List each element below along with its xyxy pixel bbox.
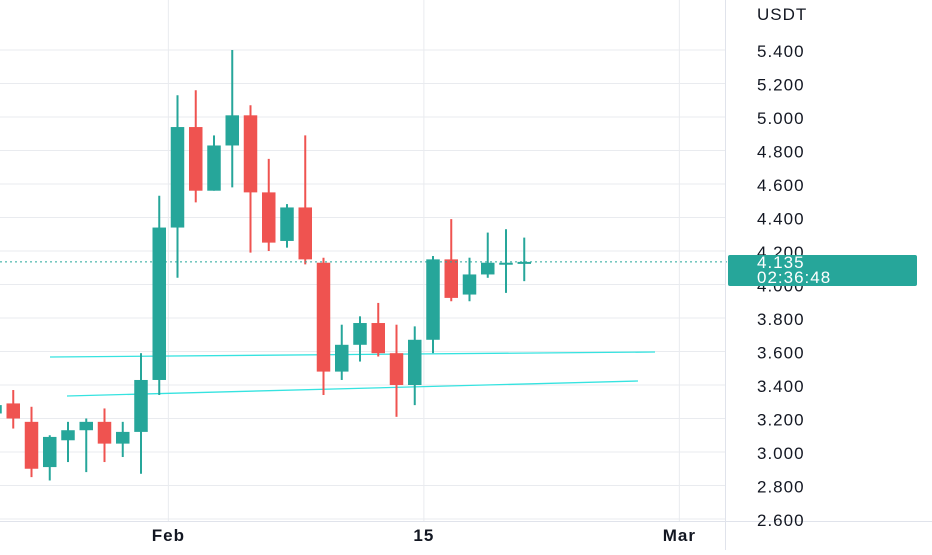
candle-body	[462, 274, 477, 295]
y-tick-label: 5.400	[757, 42, 805, 61]
candle[interactable]	[335, 324, 349, 380]
candle[interactable]	[444, 219, 459, 302]
y-tick-label: 3.800	[757, 310, 805, 329]
candle[interactable]	[6, 390, 21, 429]
candle[interactable]	[426, 256, 440, 354]
last-price-label: 4.135 02:36:48	[728, 253, 917, 287]
candle-body	[316, 262, 331, 372]
currency-label: USDT	[757, 5, 807, 24]
y-tick-label: 5.000	[757, 109, 805, 128]
candle[interactable]	[43, 435, 57, 481]
candle-body	[79, 421, 93, 431]
candle-body	[426, 259, 440, 340]
candle[interactable]	[481, 232, 495, 278]
candle-body	[280, 207, 294, 241]
candle[interactable]	[152, 195, 167, 396]
candle[interactable]	[97, 408, 112, 463]
candle[interactable]	[371, 302, 386, 357]
candle-body	[116, 431, 130, 444]
y-tick-label: 4.800	[757, 143, 805, 162]
candle[interactable]	[79, 418, 94, 473]
candle[interactable]	[262, 158, 276, 251]
candle[interactable]	[462, 257, 477, 302]
candle-body	[298, 207, 312, 260]
y-tick-label: 3.200	[757, 411, 805, 430]
candle-body	[444, 259, 458, 298]
candle-body	[408, 339, 422, 385]
trendlines	[49, 351, 656, 397]
candle[interactable]	[298, 135, 313, 265]
y-tick-label: 5.200	[757, 76, 805, 95]
candle-body	[97, 421, 112, 444]
candle-body	[389, 353, 404, 385]
candles	[0, 50, 532, 481]
candle[interactable]	[170, 95, 185, 278]
candle-body	[24, 421, 39, 469]
candle[interactable]	[517, 237, 532, 282]
price-axis[interactable]: USDT 5.4005.2005.0004.8004.6004.4004.200…	[757, 5, 807, 530]
candle[interactable]	[389, 324, 404, 417]
candle[interactable]	[61, 421, 75, 463]
gridlines	[0, 0, 725, 521]
candle-body	[225, 115, 239, 146]
y-tick-label: 4.400	[757, 210, 805, 229]
candle-body	[481, 262, 495, 275]
y-tick-label: 4.600	[757, 176, 805, 195]
candle[interactable]	[353, 316, 367, 362]
candle[interactable]	[243, 105, 258, 253]
candle[interactable]	[116, 421, 130, 458]
candle-body	[353, 323, 367, 345]
trendline-lower[interactable]	[66, 380, 639, 397]
x-tick-label: 15	[413, 526, 434, 545]
candle-body	[170, 127, 185, 228]
candle[interactable]	[134, 353, 148, 474]
time-axis[interactable]: Feb 15 Mar	[152, 526, 696, 545]
y-tick-label: 2.600	[757, 511, 805, 530]
y-tick-label: 2.800	[757, 478, 805, 497]
candle[interactable]	[0, 390, 2, 432]
candle-body	[43, 436, 57, 468]
candle-body	[189, 127, 203, 191]
candle-body	[61, 430, 75, 441]
y-tick-label: 3.600	[757, 344, 805, 363]
candle-body	[499, 262, 513, 265]
candle[interactable]	[316, 257, 331, 396]
y-tick-label: 3.000	[757, 444, 805, 463]
candle-body	[243, 115, 258, 193]
candle[interactable]	[189, 90, 203, 203]
x-tick-label: Mar	[663, 526, 696, 545]
candle-body	[371, 323, 385, 354]
candle-body	[6, 403, 20, 419]
last-price-countdown: 02:36:48	[757, 268, 831, 287]
candle[interactable]	[207, 135, 221, 191]
candle-body	[335, 344, 349, 372]
candle[interactable]	[499, 229, 513, 293]
candle-body	[207, 145, 221, 191]
last-price-label-box	[728, 255, 917, 286]
last-price-value: 4.135	[757, 253, 805, 272]
candle[interactable]	[280, 204, 294, 248]
candle-body	[262, 192, 276, 243]
candle-body	[0, 405, 2, 414]
trendline-upper[interactable]	[49, 351, 656, 358]
candle[interactable]	[225, 50, 240, 188]
candle-body	[152, 227, 166, 380]
candle-body	[134, 379, 148, 432]
candle-body	[517, 261, 531, 264]
x-tick-label: Feb	[152, 526, 185, 545]
candle[interactable]	[408, 326, 422, 406]
y-tick-label: 3.400	[757, 377, 805, 396]
candle[interactable]	[24, 406, 39, 478]
